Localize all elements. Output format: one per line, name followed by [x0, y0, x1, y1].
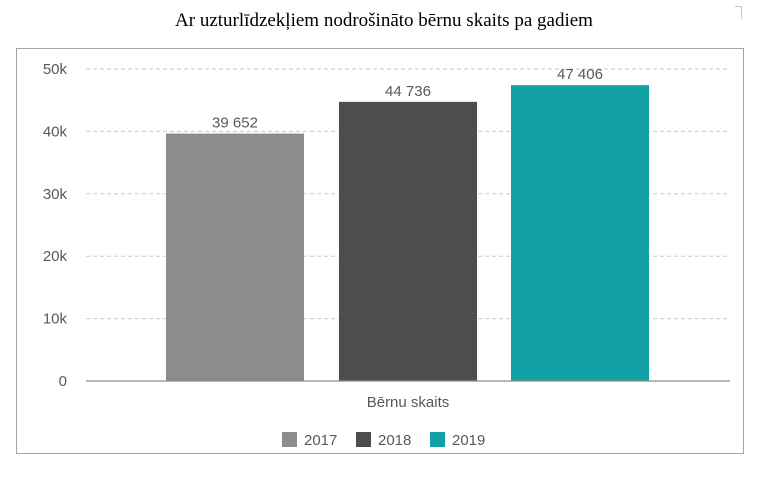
bar-2017 [166, 133, 304, 381]
corner-mark [735, 6, 742, 19]
y-tick-label: 10k [43, 311, 68, 328]
legend-swatch-2017 [282, 432, 297, 447]
legend-label-2017: 2017 [304, 432, 337, 449]
y-tick-label: 30k [43, 186, 68, 203]
category-label: Bērnu skaits [367, 394, 450, 411]
y-tick-label: 20k [43, 248, 68, 265]
legend-swatch-2018 [356, 432, 371, 447]
data-label-2018: 44 736 [385, 83, 431, 100]
data-label-2017: 39 652 [212, 115, 258, 132]
y-tick-label: 40k [43, 123, 68, 140]
bar-2019 [511, 85, 649, 382]
legend-swatch-2019 [430, 432, 445, 447]
chart-title: Ar uzturlīdzekļiem nodrošināto bērnu ska… [175, 10, 593, 31]
y-tick-label: 50k [43, 61, 68, 78]
bar-2018 [339, 101, 477, 382]
data-label-2019: 47 406 [557, 66, 603, 83]
legend-label-2018: 2018 [378, 432, 411, 449]
y-tick-label: 0 [59, 373, 67, 390]
legend-label-2019: 2019 [452, 432, 485, 449]
